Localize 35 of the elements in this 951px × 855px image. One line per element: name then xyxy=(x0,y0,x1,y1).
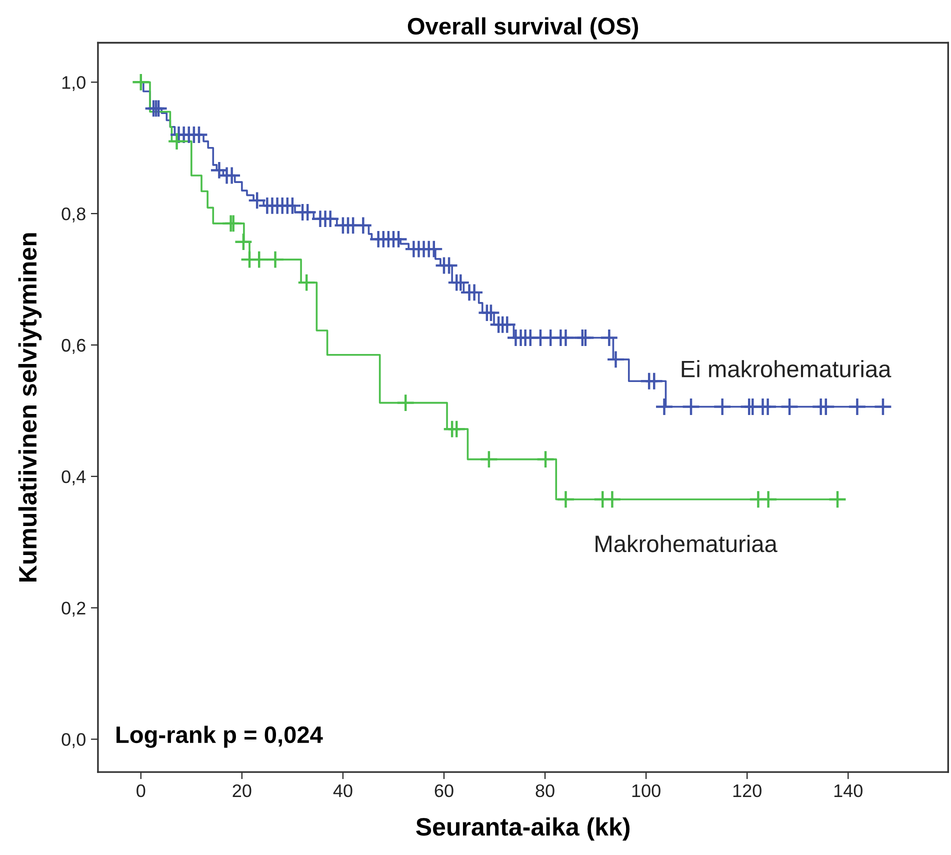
point xyxy=(556,490,576,509)
y-tick-label: 1,0 xyxy=(62,76,86,92)
x-tick-label: 20 xyxy=(232,784,252,798)
y-tick-label: 0,8 xyxy=(62,208,86,222)
y-tick-label: 0,0 xyxy=(62,733,86,748)
annotation: Log-rank p = 0,024 xyxy=(116,726,323,748)
point xyxy=(447,420,466,438)
x-tick-label: 140 xyxy=(834,784,862,798)
y-axis-title: Kumulatiivinen selviytyminen xyxy=(18,233,42,582)
point xyxy=(536,450,555,469)
point xyxy=(132,72,150,92)
x-tick-label: 40 xyxy=(333,784,352,798)
x-tick-label: 60 xyxy=(434,784,454,798)
point xyxy=(480,450,498,469)
point xyxy=(297,273,316,292)
point xyxy=(602,490,622,509)
point xyxy=(396,393,415,412)
point xyxy=(758,490,778,509)
x-axis-title: Seuranta-aika (kk) xyxy=(416,817,630,841)
point xyxy=(828,490,847,509)
y-tick-label: 0,4 xyxy=(62,470,86,486)
y-tick-label: 0,6 xyxy=(62,338,86,354)
point xyxy=(167,132,186,151)
x-tick-label: 100 xyxy=(632,784,660,798)
y-tick-label: 0,2 xyxy=(62,602,86,617)
point xyxy=(234,232,253,252)
series-label: Makrohematuriaa xyxy=(596,534,778,552)
x-tick-label: 120 xyxy=(733,784,762,798)
point xyxy=(266,250,285,269)
point xyxy=(224,214,243,233)
series-label: Ei makrohematuriaa xyxy=(682,360,892,378)
chart-title: Overall survival (OS) xyxy=(408,17,638,40)
x-tick-label: 0 xyxy=(136,784,146,798)
point xyxy=(250,250,268,269)
x-tick-label: 80 xyxy=(536,784,554,798)
